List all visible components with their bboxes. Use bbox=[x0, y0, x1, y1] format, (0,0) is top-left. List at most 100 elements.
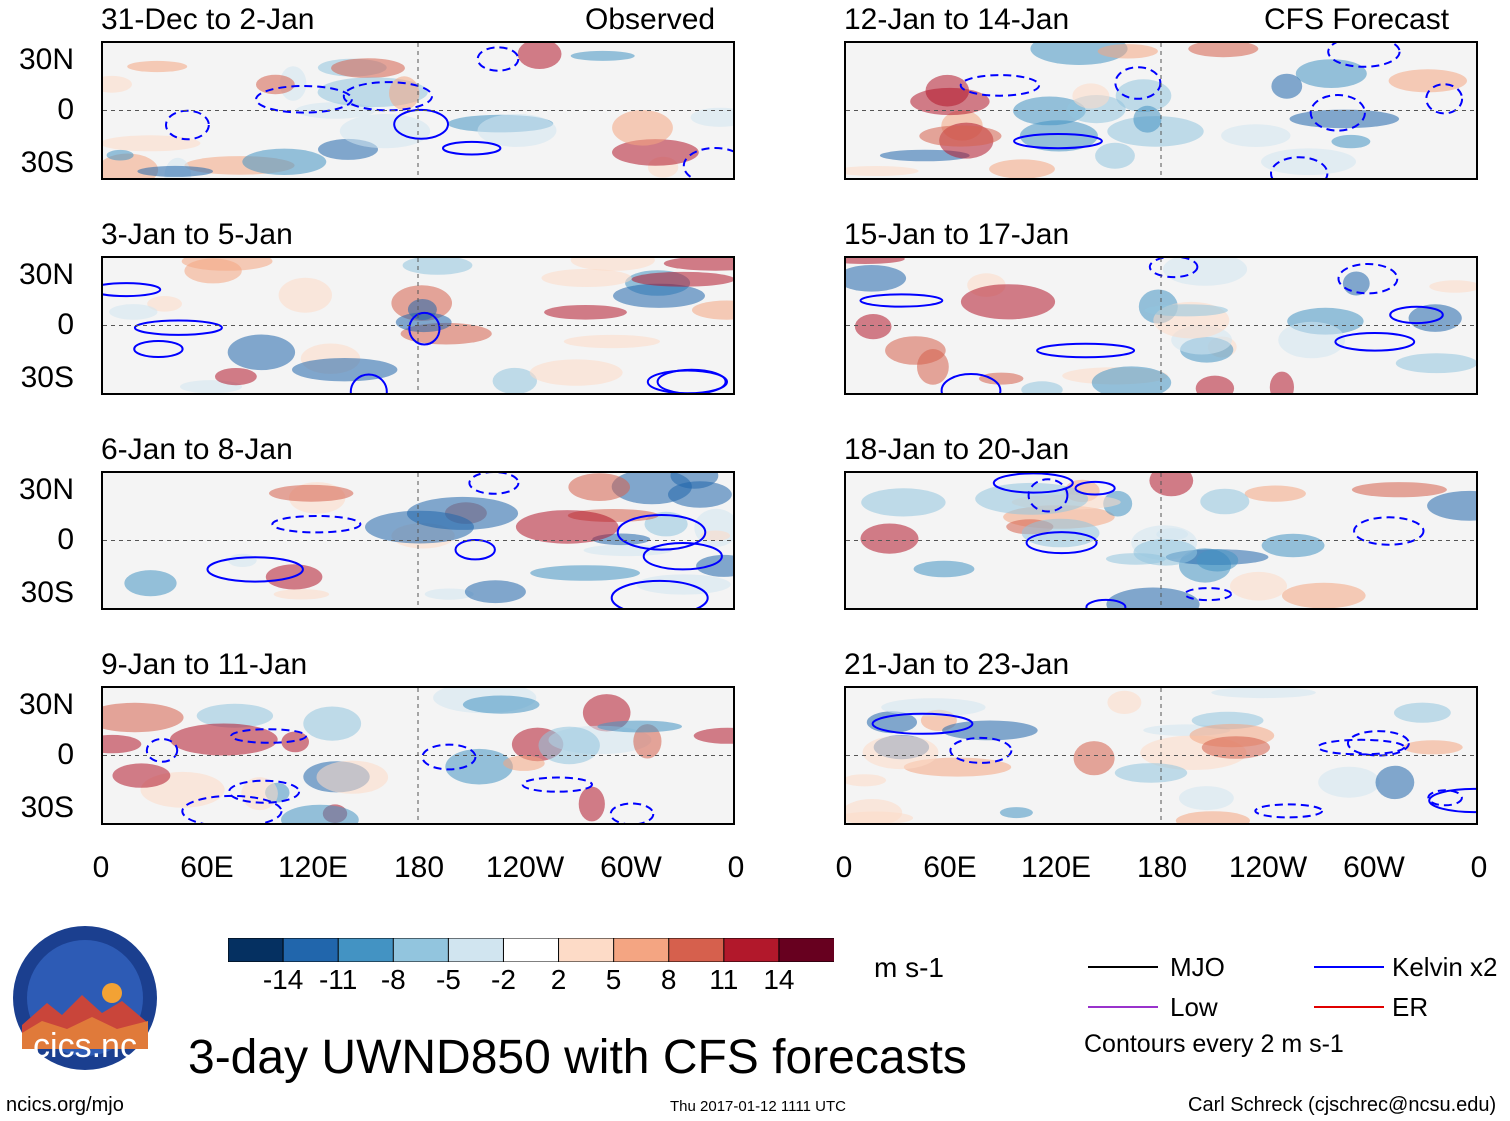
anomaly-shading bbox=[1289, 109, 1400, 129]
kelvin-contour bbox=[1353, 516, 1425, 546]
kelvin-contour bbox=[521, 776, 593, 793]
kelvin-contour bbox=[1025, 531, 1098, 555]
anomaly-shading bbox=[570, 258, 655, 271]
kelvin-contour bbox=[949, 736, 1013, 764]
kelvin-contour bbox=[1085, 598, 1127, 608]
anomaly-shading bbox=[613, 283, 705, 308]
anomaly-shading bbox=[612, 110, 673, 146]
kelvin-contour bbox=[1337, 263, 1399, 295]
map-panel-7 bbox=[101, 686, 735, 825]
anomaly-shading bbox=[538, 726, 600, 765]
colorbar-swatch bbox=[337, 938, 395, 962]
anomaly-shading bbox=[846, 166, 919, 176]
anomaly-shading bbox=[1200, 488, 1250, 515]
x-tick-label: 0 bbox=[727, 851, 745, 884]
footer-left[interactable]: ncics.org/mjo bbox=[6, 1094, 124, 1116]
map-panel-5 bbox=[101, 471, 735, 610]
anomaly-shading bbox=[1133, 105, 1162, 133]
panel-title: 6-Jan to 8-Jan bbox=[101, 433, 293, 466]
kelvin-contour bbox=[682, 147, 733, 178]
anomaly-shading bbox=[1271, 73, 1303, 99]
anomaly-shading bbox=[846, 258, 905, 264]
panel-map bbox=[846, 688, 1476, 823]
y-tick-label: 0 bbox=[57, 738, 74, 771]
footer-right: Carl Schreck (cjschrec@ncsu.edu) bbox=[1188, 1094, 1497, 1116]
anomaly-shading bbox=[1091, 366, 1172, 393]
colorbar-swatch bbox=[228, 938, 285, 962]
map-panel-8 bbox=[844, 686, 1478, 825]
kelvin-contour bbox=[1327, 43, 1401, 68]
anomaly-shading bbox=[1097, 44, 1158, 59]
anomaly-shading bbox=[866, 711, 917, 734]
anomaly-shading bbox=[1375, 765, 1415, 800]
y-tick-label: 30N bbox=[18, 43, 74, 76]
anomaly-shading bbox=[1073, 741, 1115, 776]
colorbar-swatch bbox=[723, 938, 780, 962]
anomaly-shading bbox=[1156, 528, 1189, 541]
anomaly-shading bbox=[942, 720, 1038, 741]
x-tick-label: 0 bbox=[835, 851, 853, 884]
kelvin-contour bbox=[646, 369, 728, 393]
anomaly-shading bbox=[1179, 786, 1234, 811]
anomaly-shading bbox=[846, 799, 903, 823]
anomaly-shading bbox=[1394, 702, 1451, 723]
kelvin-contour bbox=[992, 473, 1074, 494]
colorbar-tick-label: -11 bbox=[318, 964, 358, 995]
kelvin-contour bbox=[1428, 787, 1476, 814]
anomaly-shading bbox=[1144, 304, 1228, 317]
kelvin-contour bbox=[610, 579, 709, 608]
kelvin-contour bbox=[165, 109, 210, 141]
panel-title: 21-Jan to 23-Jan bbox=[844, 648, 1070, 681]
anomaly-shading bbox=[127, 60, 188, 73]
colorbar-tick-label: -2 bbox=[491, 964, 516, 995]
anomaly-shading bbox=[303, 706, 362, 741]
kelvin-contour bbox=[408, 311, 441, 346]
anomaly-shading bbox=[1211, 688, 1316, 699]
anomaly-shading bbox=[636, 574, 731, 595]
anomaly-shading bbox=[281, 804, 359, 823]
anomaly-shading bbox=[692, 300, 733, 320]
anomaly-shading bbox=[570, 50, 635, 61]
anomaly-shading bbox=[389, 76, 420, 111]
anomaly-shading bbox=[1295, 59, 1367, 88]
anomaly-shading bbox=[910, 87, 990, 116]
anomaly-shading bbox=[464, 580, 526, 604]
colorbar-tick-label: 8 bbox=[660, 964, 677, 995]
legend-line-mjo bbox=[1088, 966, 1158, 968]
panel-map bbox=[846, 473, 1476, 608]
anomaly-shading bbox=[1115, 79, 1172, 113]
anomaly-shading bbox=[292, 358, 398, 382]
anomaly-shading bbox=[1196, 549, 1239, 572]
anomaly-shading bbox=[612, 139, 699, 166]
anomaly-shading bbox=[147, 296, 182, 312]
panel-map bbox=[103, 258, 733, 393]
colorbar-tick-label: 11 bbox=[709, 964, 739, 995]
anomaly-shading bbox=[228, 553, 257, 567]
panel-subtitle: Observed bbox=[585, 3, 716, 36]
colorbar-swatch bbox=[282, 938, 340, 962]
kelvin-contour bbox=[616, 514, 707, 551]
kelvin-contour bbox=[1013, 133, 1103, 150]
y-tick-label: 30N bbox=[18, 258, 74, 291]
anomaly-shading bbox=[529, 359, 623, 386]
anomaly-shading bbox=[631, 271, 733, 287]
anomaly-shading bbox=[106, 149, 134, 161]
y-tick-label: 0 bbox=[57, 308, 74, 341]
panel-map bbox=[846, 43, 1476, 178]
anomaly-shading bbox=[979, 372, 1024, 385]
anomaly-shading bbox=[1107, 116, 1204, 147]
kelvin-contour bbox=[442, 140, 502, 156]
y-tick-label: 30S bbox=[20, 146, 74, 179]
anomaly-shading bbox=[278, 277, 332, 313]
anomaly-shading bbox=[1019, 120, 1098, 152]
anomaly-shading bbox=[913, 560, 975, 578]
anomaly-shading bbox=[597, 720, 682, 733]
legend-label-low: Low bbox=[1170, 992, 1218, 1022]
anomaly-shading bbox=[103, 734, 142, 754]
map-panel-2 bbox=[844, 41, 1478, 180]
anomaly-shading bbox=[169, 723, 278, 756]
panel-title: 31-Dec to 2-Jan bbox=[101, 3, 315, 36]
kelvin-contour bbox=[859, 293, 944, 308]
anomaly-shading bbox=[1072, 83, 1110, 109]
legend-label-mjo: MJO bbox=[1170, 952, 1225, 982]
